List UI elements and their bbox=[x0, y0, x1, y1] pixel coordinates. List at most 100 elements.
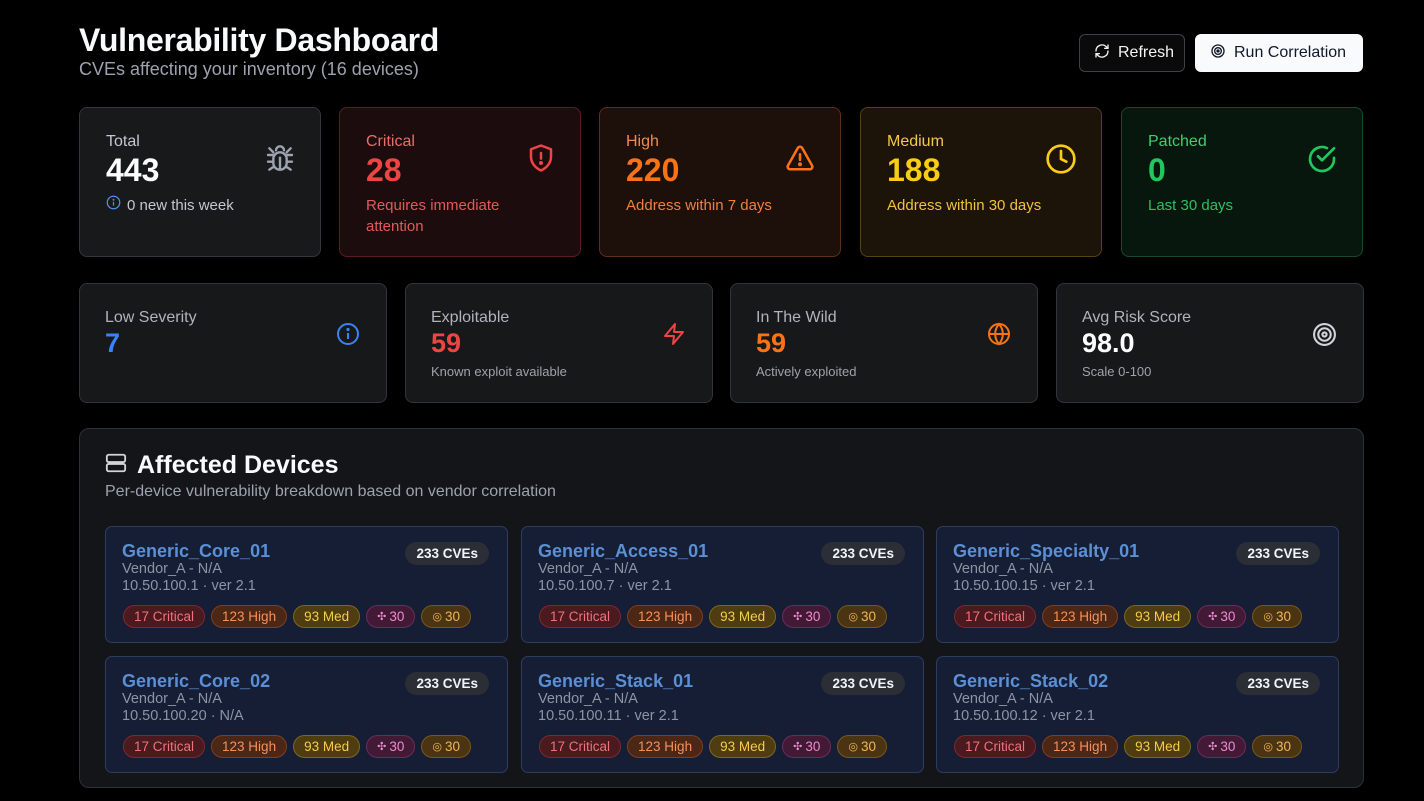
cve-count-badge: 233 CVEs bbox=[1236, 542, 1320, 565]
medium-label: Medium bbox=[887, 133, 944, 150]
exploit-count: 30 bbox=[805, 609, 821, 624]
device-name[interactable]: Generic_Specialty_01 bbox=[953, 541, 1140, 561]
cve-count-badge: 233 CVEs bbox=[821, 672, 905, 695]
critical-tag: 17 Critical bbox=[123, 605, 206, 628]
lightning-icon bbox=[662, 322, 686, 351]
exploit-tag: ✣ 30 bbox=[1197, 735, 1247, 758]
exploit-icon: ✣ bbox=[793, 741, 803, 753]
medium-tag: 93 Med bbox=[709, 735, 777, 758]
wild-tag: ◎ 30 bbox=[421, 735, 471, 758]
severity-tags: 17 Critical 123 High 93 Med ✣ 30 ◎ 30 bbox=[123, 735, 471, 758]
wild-icon: ◎ bbox=[432, 611, 442, 623]
high-tag: 123 High bbox=[1042, 735, 1119, 758]
device-name[interactable]: Generic_Core_02 bbox=[122, 671, 271, 691]
total-note-text: 0 new this week bbox=[127, 197, 234, 214]
globe-icon bbox=[987, 322, 1011, 351]
medium-tag: 93 Med bbox=[293, 605, 361, 628]
exploit-icon: ✣ bbox=[793, 611, 803, 623]
severity-tags: 17 Critical 123 High 93 Med ✣ 30 ◎ 30 bbox=[954, 605, 1302, 628]
affected-devices-header: Affected Devices bbox=[105, 451, 338, 480]
device-card[interactable]: Generic_Access_01 Vendor_A - N/A 10.50.1… bbox=[521, 526, 924, 643]
severity-tags: 17 Critical 123 High 93 Med ✣ 30 ◎ 30 bbox=[539, 605, 887, 628]
medium-tag: 93 Med bbox=[1124, 605, 1192, 628]
exploit-icon: ✣ bbox=[1208, 741, 1218, 753]
wild-icon: ◎ bbox=[848, 611, 858, 623]
wild-count: 30 bbox=[444, 609, 460, 624]
info-icon bbox=[106, 195, 121, 216]
refresh-label: Refresh bbox=[1118, 44, 1175, 61]
medium-tag: 93 Med bbox=[1124, 735, 1192, 758]
check-circle-icon bbox=[1306, 143, 1338, 180]
avg-risk-note: Scale 0-100 bbox=[1082, 364, 1152, 379]
wild-count: 30 bbox=[860, 609, 876, 624]
wild-count: 30 bbox=[1275, 739, 1291, 754]
exploit-tag: ✣ 30 bbox=[366, 605, 416, 628]
device-name[interactable]: Generic_Access_01 bbox=[538, 541, 709, 561]
device-ip: 10.50.100.11 · ver 2.1 bbox=[538, 708, 679, 724]
server-icon bbox=[105, 452, 127, 479]
exploit-count: 30 bbox=[389, 609, 405, 624]
in-the-wild-value: 59 bbox=[756, 328, 787, 358]
device-card[interactable]: Generic_Stack_01 Vendor_A - N/A 10.50.10… bbox=[521, 656, 924, 773]
exploitable-card: Exploitable 59 Known exploit available bbox=[405, 283, 713, 403]
wild-tag: ◎ 30 bbox=[1252, 605, 1302, 628]
total-value: 443 bbox=[106, 152, 160, 188]
refresh-icon bbox=[1094, 43, 1110, 64]
high-label: High bbox=[626, 133, 659, 150]
avg-risk-card: Avg Risk Score 98.0 Scale 0-100 bbox=[1056, 283, 1364, 403]
wild-tag: ◎ 30 bbox=[837, 605, 887, 628]
wild-tag: ◎ 30 bbox=[1252, 735, 1302, 758]
device-card[interactable]: Generic_Core_01 Vendor_A - N/A 10.50.100… bbox=[105, 526, 508, 643]
wild-tag: ◎ 30 bbox=[837, 735, 887, 758]
exploit-tag: ✣ 30 bbox=[1197, 605, 1247, 628]
wild-count: 30 bbox=[444, 739, 460, 754]
exploit-tag: ✣ 30 bbox=[366, 735, 416, 758]
high-note: Address within 7 days bbox=[626, 197, 772, 214]
warning-triangle-icon bbox=[784, 143, 816, 178]
affected-devices-panel: Affected Devices Per-device vulnerabilit… bbox=[79, 428, 1364, 788]
device-name[interactable]: Generic_Stack_01 bbox=[538, 671, 694, 691]
device-card[interactable]: Generic_Core_02 Vendor_A - N/A 10.50.100… bbox=[105, 656, 508, 773]
patched-card: Patched 0 Last 30 days bbox=[1121, 107, 1363, 257]
wild-icon: ◎ bbox=[1263, 611, 1273, 623]
wild-count: 30 bbox=[1275, 609, 1291, 624]
device-vendor: Vendor_A - N/A bbox=[538, 561, 638, 577]
cve-count-badge: 233 CVEs bbox=[405, 672, 489, 695]
run-correlation-label: Run Correlation bbox=[1234, 44, 1347, 61]
in-the-wild-label: In The Wild bbox=[756, 309, 837, 326]
affected-devices-subtitle: Per-device vulnerability breakdown based… bbox=[105, 483, 556, 500]
critical-tag: 17 Critical bbox=[539, 735, 622, 758]
clock-icon bbox=[1045, 143, 1077, 180]
device-name[interactable]: Generic_Stack_02 bbox=[953, 671, 1109, 691]
high-tag: 123 High bbox=[211, 605, 288, 628]
radar-icon bbox=[1210, 43, 1226, 64]
exploit-count: 30 bbox=[1220, 609, 1236, 624]
high-tag: 123 High bbox=[1042, 605, 1119, 628]
exploitable-label: Exploitable bbox=[431, 309, 510, 326]
device-vendor: Vendor_A - N/A bbox=[122, 561, 222, 577]
exploit-icon: ✣ bbox=[1208, 611, 1218, 623]
wild-icon: ◎ bbox=[432, 741, 442, 753]
cve-count-badge: 233 CVEs bbox=[1236, 672, 1320, 695]
exploit-tag: ✣ 30 bbox=[782, 735, 832, 758]
device-vendor: Vendor_A - N/A bbox=[122, 691, 222, 707]
low-severity-value: 7 bbox=[105, 328, 121, 358]
device-card[interactable]: Generic_Specialty_01 Vendor_A - N/A 10.5… bbox=[936, 526, 1339, 643]
wild-tag: ◎ 30 bbox=[421, 605, 471, 628]
wild-count: 30 bbox=[860, 739, 876, 754]
total-card: Total 443 0 new this week bbox=[79, 107, 321, 257]
run-correlation-button[interactable]: Run Correlation bbox=[1195, 34, 1363, 72]
severity-tags: 17 Critical 123 High 93 Med ✣ 30 ◎ 30 bbox=[954, 735, 1302, 758]
device-name[interactable]: Generic_Core_01 bbox=[122, 541, 271, 561]
exploit-count: 30 bbox=[389, 739, 405, 754]
critical-tag: 17 Critical bbox=[954, 735, 1037, 758]
device-ip: 10.50.100.12 · ver 2.1 bbox=[953, 708, 1095, 724]
avg-risk-label: Avg Risk Score bbox=[1082, 309, 1192, 326]
device-card[interactable]: Generic_Stack_02 Vendor_A - N/A 10.50.10… bbox=[936, 656, 1339, 773]
critical-tag: 17 Critical bbox=[539, 605, 622, 628]
refresh-button[interactable]: Refresh bbox=[1079, 34, 1185, 72]
total-note: 0 new this week bbox=[106, 195, 306, 216]
high-tag: 123 High bbox=[627, 735, 704, 758]
exploit-count: 30 bbox=[1220, 739, 1236, 754]
patched-note: Last 30 days bbox=[1148, 197, 1234, 214]
